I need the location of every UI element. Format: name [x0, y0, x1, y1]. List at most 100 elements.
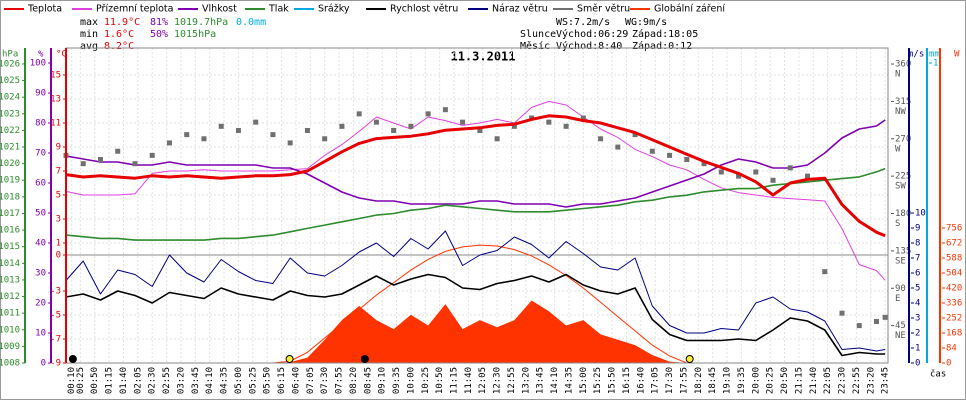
- wind-direction-point: [770, 177, 776, 183]
- y-tick-label: 1: [56, 239, 61, 249]
- axis-unit: %: [38, 50, 44, 60]
- legend-label: Globální záření: [654, 4, 725, 15]
- x-tick-label: 15:25: [593, 367, 603, 394]
- y-tick-label: 252: [946, 314, 962, 324]
- wind-direction-point: [563, 123, 569, 129]
- y-tick-label: 10: [915, 209, 926, 219]
- x-tick-label: 16:40: [636, 367, 646, 394]
- wind-direction-point: [235, 127, 241, 133]
- x-tick-label: 13:20: [521, 367, 531, 394]
- wind-direction-point: [322, 136, 328, 142]
- y-tick-label: 1008: [0, 359, 20, 369]
- y-tick-label: 1010: [0, 325, 20, 335]
- y-tick-label: 1022: [0, 126, 20, 136]
- compass-label: SW: [895, 182, 906, 192]
- x-tick-label: 22:55: [852, 367, 862, 394]
- y-tick-label: 45: [895, 321, 906, 331]
- wind-direction-point: [718, 169, 724, 175]
- series-line: [65, 167, 886, 241]
- y-tick-label: 5: [56, 191, 61, 201]
- wind-direction-point: [339, 123, 345, 129]
- y-tick-label: 9: [56, 143, 61, 153]
- x-tick-label: 00:25: [76, 367, 86, 394]
- x-tick-label: 20:00: [751, 367, 761, 394]
- x-tick-label: 12:30: [493, 367, 503, 394]
- y-tick-label: 4: [915, 299, 920, 309]
- wind-direction-point: [736, 173, 742, 179]
- wind-direction-point: [356, 111, 362, 117]
- y-tick-label: 0: [915, 359, 920, 369]
- sun-marker: [685, 355, 694, 363]
- legend-label: Směr větru: [577, 4, 630, 15]
- y-tick-label: 1023: [0, 109, 20, 119]
- wind-direction-point: [408, 123, 414, 129]
- wind-direction-point: [460, 119, 466, 125]
- legend-label: Teplota: [27, 4, 62, 15]
- x-tick-label: 01:40: [119, 367, 129, 394]
- x-tick-label: 12:05: [478, 367, 488, 394]
- compass-label: NW: [895, 107, 906, 117]
- y-tick-label: 90: [35, 89, 46, 99]
- x-tick-label: 10:00: [406, 367, 416, 394]
- wind-direction-point: [425, 111, 431, 117]
- x-tick-label: 15:50: [608, 367, 618, 394]
- wind-direction-point: [805, 173, 811, 179]
- wind-direction-point: [882, 314, 888, 320]
- x-tick-label: 03:20: [176, 367, 186, 394]
- wind-direction-point: [149, 152, 155, 158]
- moon-rise: Východ:8:40: [556, 40, 622, 52]
- y-tick-label: 1009: [0, 342, 20, 352]
- y-tick-label: 90: [895, 284, 906, 294]
- y-tick-label: 504: [946, 269, 962, 279]
- y-tick-label: 10: [35, 329, 46, 339]
- y-tick-label: 0: [41, 359, 46, 369]
- x-tick-label: 05:00: [234, 367, 244, 394]
- legend-label: Vlhkost: [202, 4, 237, 15]
- y-tick-label: 70: [35, 149, 46, 159]
- x-tick-label: 16:15: [622, 367, 632, 394]
- x-tick-label: 07:55: [335, 367, 345, 394]
- x-tick-label: 02:55: [162, 367, 172, 394]
- wind-direction-point: [218, 123, 224, 129]
- series-line: [65, 100, 886, 281]
- wind-direction-point: [477, 127, 483, 133]
- x-tick-label: 14:10: [550, 367, 560, 394]
- series-line: [65, 230, 886, 352]
- wind-direction-point: [270, 132, 276, 138]
- y-tick-label: 7: [56, 167, 61, 177]
- y-tick-label: 5: [915, 284, 920, 294]
- wind-direction-point: [132, 161, 138, 167]
- wind-direction-point: [80, 161, 86, 167]
- wind-direction-point: [787, 165, 793, 171]
- wind-direction-point: [494, 136, 500, 142]
- x-tick-label: 07:30: [320, 367, 330, 394]
- x-tick-label: 15:00: [579, 367, 589, 394]
- series-line: [65, 114, 886, 238]
- stat: 81%: [150, 17, 168, 28]
- compass-label: SE: [895, 256, 906, 266]
- x-tick-label: 21:15: [794, 367, 804, 394]
- stat: 0.0mm: [236, 17, 266, 28]
- wind-stat: WG:9m/s: [625, 17, 667, 28]
- sun-label: Slunce: [520, 29, 556, 40]
- legend-label: Náraz větru: [492, 4, 548, 15]
- y-tick-label: 756: [946, 224, 962, 234]
- stat: 11.9°C: [104, 17, 140, 28]
- x-tick-label: 18:20: [694, 367, 704, 394]
- x-tick-label: 21:40: [809, 367, 819, 394]
- x-tick-label: 07:05: [306, 367, 316, 394]
- stat: 50%: [150, 29, 168, 40]
- y-tick-label: 1020: [0, 159, 20, 169]
- y-tick-label: 3: [56, 215, 61, 225]
- y-tick-label: 3: [915, 314, 920, 324]
- moon-marker: [68, 355, 77, 363]
- y-tick-label: 7: [915, 254, 920, 264]
- wind-direction-point: [115, 148, 121, 154]
- y-tick-label: 588: [946, 254, 962, 264]
- label: Východ:: [556, 28, 598, 40]
- wind-direction-point: [580, 115, 586, 121]
- x-tick-label: 19:35: [737, 367, 747, 394]
- wind-direction-point: [287, 140, 293, 146]
- wind-direction-point: [546, 119, 552, 125]
